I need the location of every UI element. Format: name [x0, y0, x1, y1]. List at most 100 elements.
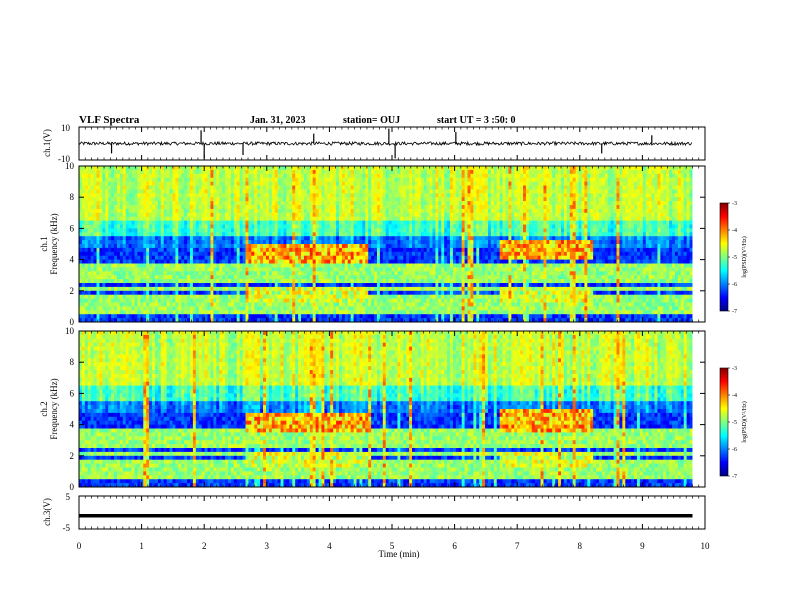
spectrogram-cell [350, 205, 354, 210]
spectrogram-cell [397, 290, 401, 296]
spectrogram-cell [93, 271, 97, 276]
spectrogram-cell [125, 275, 130, 280]
spectrogram-cell [192, 193, 197, 198]
spectrogram-cell [84, 185, 89, 190]
spectrogram-cell [263, 306, 267, 311]
spectrogram-cell [274, 201, 279, 206]
spectrogram-cell [350, 220, 354, 225]
spectrogram-cell [216, 173, 220, 179]
spectrogram-cell [420, 240, 425, 245]
spectrogram-cell [341, 283, 346, 288]
spectrogram-cell [295, 302, 299, 307]
spectrogram-cell [330, 205, 334, 210]
spectrogram-cell [105, 259, 109, 264]
spectrogram-cell [227, 318, 232, 323]
spectrogram-cell [122, 259, 127, 264]
spectrogram-cell [172, 267, 176, 272]
spectrogram-cell [403, 267, 407, 272]
spectrogram-cell [254, 205, 258, 210]
spectrogram-cell [198, 197, 203, 202]
spectrogram-cell [172, 275, 176, 280]
spectrogram-cell [195, 286, 200, 292]
spectrogram-cell [327, 189, 331, 194]
spectrogram-cell [315, 193, 319, 198]
spectrogram-cell [263, 247, 267, 253]
spectrogram-cell [178, 185, 182, 190]
spectrogram-cell [163, 251, 168, 257]
spectrogram-cell [169, 255, 173, 260]
spectrogram-cell [119, 205, 124, 210]
spectrogram-cell [146, 189, 150, 194]
spectrogram-cell [315, 236, 319, 241]
spectrogram-cell [321, 294, 325, 299]
spectrogram-cell [260, 294, 264, 299]
spectrogram-cell [254, 240, 258, 245]
spectrogram-cell [111, 224, 115, 229]
spectrogram-cell [93, 286, 97, 292]
spectrogram-cell [225, 181, 229, 186]
spectrogram-cell [318, 224, 322, 229]
spectrogram-cell [306, 271, 311, 276]
ch1-ylabel: ch.1(V) [42, 129, 52, 157]
spectrogram-cell [96, 314, 100, 319]
spectrogram-cell [239, 169, 243, 175]
spectrogram-cell [198, 201, 203, 206]
spectrogram-cell [190, 283, 194, 288]
spectrogram-cell [414, 310, 419, 315]
spectrogram-cell [350, 177, 354, 182]
spectrogram-cell [190, 205, 194, 210]
spectrogram-cell [394, 232, 398, 237]
spectrogram-cell [265, 251, 270, 257]
spectrogram-cell [371, 247, 375, 253]
spectrogram-cell [280, 232, 284, 237]
spectrogram-cell [406, 259, 410, 264]
spectrogram-cell [190, 224, 194, 229]
spectrogram-cell [184, 224, 188, 229]
spectrogram-cell [374, 267, 378, 272]
spectrogram-cell [371, 283, 375, 288]
spectrogram-cell [353, 216, 357, 221]
spectrogram-cell [388, 220, 392, 225]
spectrogram-cell [213, 201, 217, 206]
spectrogram-cell [227, 240, 232, 245]
spectrogram-cell [260, 306, 264, 311]
spectrogram-cell [157, 220, 162, 225]
spectrogram-cell [225, 236, 229, 241]
spectrogram-cell [417, 283, 422, 288]
spectrogram-cell [236, 224, 241, 229]
spectrogram-cell [292, 302, 296, 307]
spectrogram-cell [350, 298, 354, 303]
spectrogram-cell [175, 185, 179, 190]
spectrogram-cell [336, 185, 340, 190]
spectrogram-cell [81, 181, 86, 186]
spectrogram-cell [347, 318, 352, 323]
spectrogram-cell [114, 263, 118, 268]
spectrogram-cell [397, 173, 401, 179]
spectrogram-cell [210, 294, 214, 299]
spectrogram-cell [105, 263, 109, 268]
spectrogram-cell [227, 275, 232, 280]
spectrogram-cell [379, 259, 384, 264]
spectrogram-cell [327, 220, 331, 225]
spectrogram-cell [163, 240, 168, 245]
spectrogram-cell [414, 169, 419, 175]
spectrogram-cell [391, 318, 395, 323]
spectrogram-cell [96, 189, 100, 194]
spectrogram-cell [163, 306, 168, 311]
spectrogram-cell [233, 185, 238, 190]
spectrogram-cell [301, 240, 305, 245]
spectrogram-cell [207, 306, 211, 311]
spectrogram-cell [400, 177, 404, 182]
spectrogram-cell [257, 279, 261, 284]
spectrogram-cell [321, 298, 325, 303]
spectrogram-cell [195, 181, 200, 186]
spectrogram-cell [140, 205, 144, 210]
spectrogram-cell [295, 185, 299, 190]
spectrogram-cell [233, 193, 238, 198]
spectrogram-cell [339, 286, 343, 292]
spectrogram-cell [93, 228, 97, 233]
spectrogram-cell [324, 275, 328, 280]
spectrogram-cell [184, 275, 188, 280]
spectrogram-cell [391, 212, 395, 218]
spectrogram-cell [289, 290, 293, 296]
